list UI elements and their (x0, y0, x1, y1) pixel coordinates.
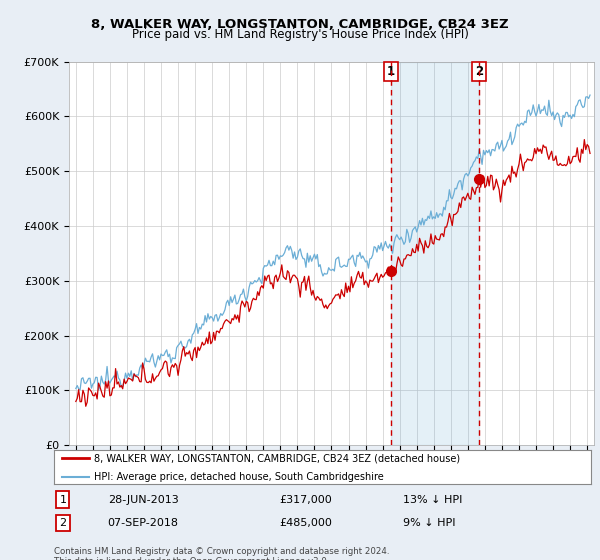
Text: 9% ↓ HPI: 9% ↓ HPI (403, 518, 455, 528)
Text: 2: 2 (59, 518, 67, 528)
Text: HPI: Average price, detached house, South Cambridgeshire: HPI: Average price, detached house, Sout… (94, 472, 384, 482)
Text: Contains HM Land Registry data © Crown copyright and database right 2024.
This d: Contains HM Land Registry data © Crown c… (54, 547, 389, 560)
Text: £485,000: £485,000 (280, 518, 332, 528)
Bar (391, 62, 479, 445)
Text: £317,000: £317,000 (280, 494, 332, 505)
Text: 13% ↓ HPI: 13% ↓ HPI (403, 494, 463, 505)
Text: 1: 1 (59, 494, 67, 505)
Text: 8, WALKER WAY, LONGSTANTON, CAMBRIDGE, CB24 3EZ (detached house): 8, WALKER WAY, LONGSTANTON, CAMBRIDGE, C… (94, 454, 460, 463)
Text: 8, WALKER WAY, LONGSTANTON, CAMBRIDGE, CB24 3EZ: 8, WALKER WAY, LONGSTANTON, CAMBRIDGE, C… (91, 18, 509, 31)
Text: 07-SEP-2018: 07-SEP-2018 (108, 518, 179, 528)
Text: 1: 1 (387, 64, 395, 78)
Text: 2: 2 (475, 64, 484, 78)
Text: Price paid vs. HM Land Registry's House Price Index (HPI): Price paid vs. HM Land Registry's House … (131, 28, 469, 41)
Text: 28-JUN-2013: 28-JUN-2013 (108, 494, 178, 505)
